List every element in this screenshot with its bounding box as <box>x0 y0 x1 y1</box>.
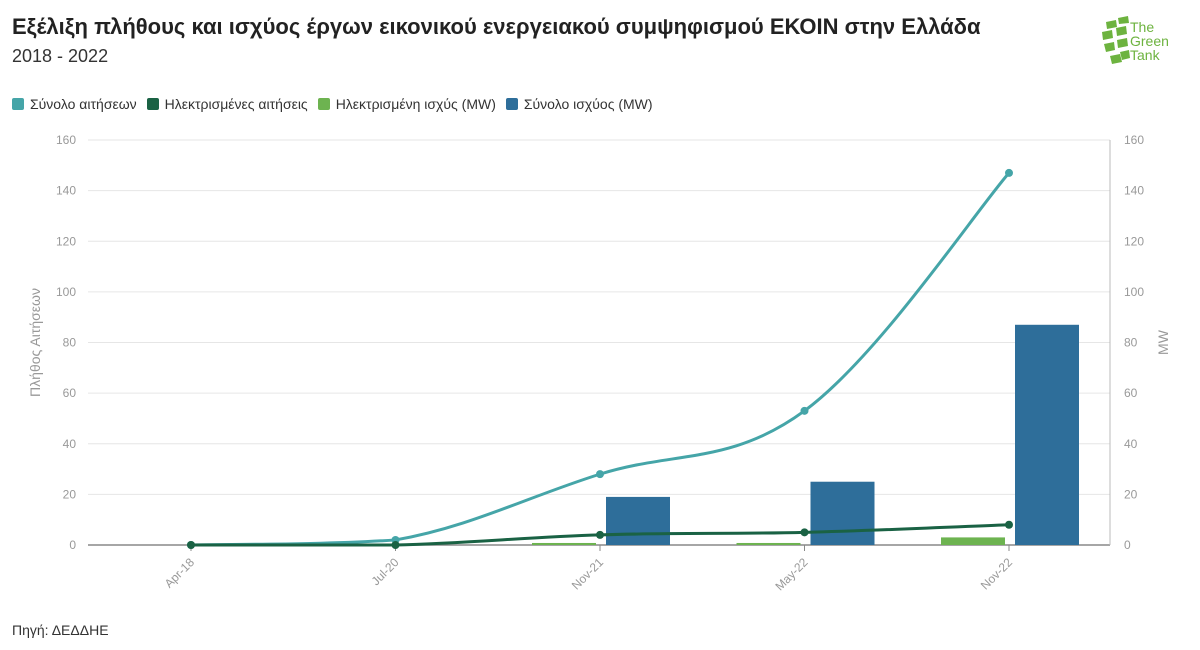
point-electrified-requests <box>1005 520 1013 529</box>
legend-swatch <box>317 98 330 110</box>
y-tick-label: 80 <box>63 336 77 350</box>
x-tick-label: Nov-22 <box>978 555 1015 592</box>
legend-label: Ηλεκτρισμένη ισχύς (MW) <box>335 96 496 112</box>
legend-item-total-requests[interactable]: Σύνολο αιτήσεων <box>12 96 137 112</box>
y-axis-title: Πλήθος Αιτήσεων <box>27 288 43 397</box>
legend-label: Ηλεκτρισμένες αιτήσεις <box>164 96 308 112</box>
bar-electrified-power <box>941 537 1005 545</box>
bar-total-power <box>606 496 670 545</box>
x-tick-label: Jul-20 <box>369 555 402 588</box>
y2-tick-label: 100 <box>1124 285 1144 299</box>
y2-tick-label: 120 <box>1124 234 1144 248</box>
y-tick-label: 160 <box>56 133 76 147</box>
legend-label: Σύνολο αιτήσεων <box>30 96 137 112</box>
logo-line-3: Tank <box>1130 47 1160 63</box>
point-electrified-requests <box>187 541 195 549</box>
x-tick-label: Nov-21 <box>569 555 606 592</box>
point-electrified-requests <box>596 530 604 539</box>
y-tick-label: 0 <box>69 538 76 552</box>
bar-electrified-power <box>532 542 596 545</box>
bar-total-power <box>1015 324 1079 545</box>
y2-tick-label: 80 <box>1124 336 1138 350</box>
leaf-icon <box>1102 16 1130 64</box>
legend-label: Σύνολο ισχύος (MW) <box>523 96 653 112</box>
legend-swatch <box>505 98 518 110</box>
y2-axis-title: MW <box>1155 329 1171 355</box>
x-tick-label: May-22 <box>772 555 810 593</box>
y2-tick-label: 160 <box>1124 133 1144 147</box>
bar-total-power <box>810 481 875 545</box>
chart-legend: Σύνολο αιτήσεων Ηλεκτρισμένες αιτήσεις Η… <box>12 96 653 112</box>
source-note: Πηγή: ΔΕΔΔΗΕ <box>12 622 109 638</box>
bar-electrified-power <box>736 542 801 545</box>
chart-title: Εξέλιξη πλήθους και ισχύος έργων εικονικ… <box>12 14 981 39</box>
logo-line-2: Green <box>1130 33 1169 49</box>
legend-item-electrified-power[interactable]: Ηλεκτρισμένη ισχύς (MW) <box>317 96 496 112</box>
y-tick-label: 140 <box>56 184 76 198</box>
y-tick-label: 120 <box>56 234 76 248</box>
y-tick-label: 40 <box>63 437 77 451</box>
y2-tick-label: 40 <box>1124 437 1138 451</box>
y2-tick-label: 20 <box>1124 487 1138 501</box>
legend-item-total-power[interactable]: Σύνολο ισχύος (MW) <box>505 96 653 112</box>
chart-subtitle: 2018 - 2022 <box>12 46 109 66</box>
x-tick-label: Apr-18 <box>162 555 198 591</box>
point-total-requests <box>800 406 809 415</box>
point-total-requests <box>596 470 604 479</box>
logo-line-1: The <box>1130 19 1155 35</box>
legend-swatch <box>12 98 24 110</box>
y2-tick-label: 0 <box>1124 538 1131 552</box>
legend-swatch <box>146 98 159 110</box>
legend-item-electrified-requests[interactable]: Ηλεκτρισμένες αιτήσεις <box>146 96 308 112</box>
point-total-requests <box>1005 168 1013 177</box>
y2-tick-label: 140 <box>1124 184 1144 198</box>
y-tick-label: 100 <box>56 285 76 299</box>
the-green-tank-logo: The Green Tank <box>1098 14 1188 76</box>
y-tick-label: 60 <box>63 386 77 400</box>
y2-tick-label: 60 <box>1124 386 1138 400</box>
y-tick-label: 20 <box>63 487 77 501</box>
point-electrified-requests <box>800 528 809 537</box>
line-total-requests <box>190 171 1011 547</box>
point-electrified-requests <box>391 541 400 549</box>
